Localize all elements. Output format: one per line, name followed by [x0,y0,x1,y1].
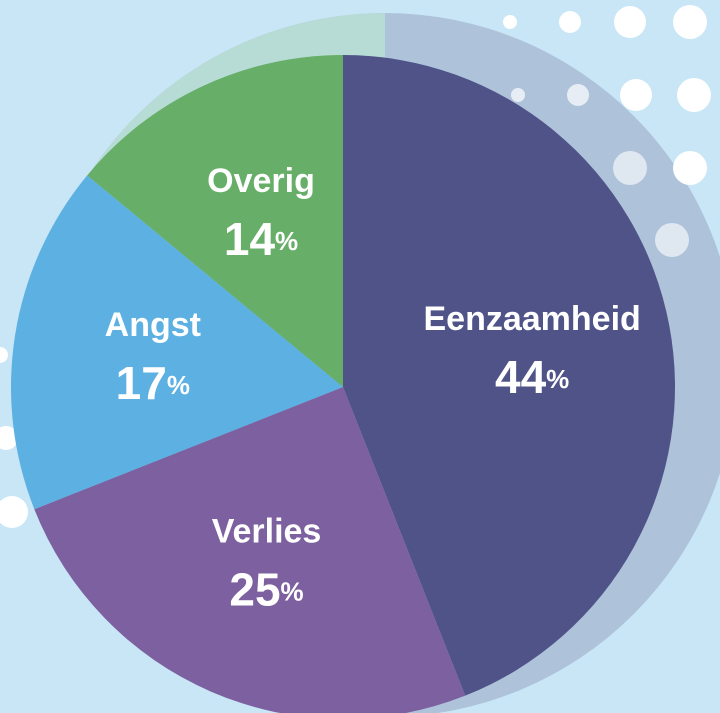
slice-label: Angst [105,306,201,344]
pie-slice [343,55,675,696]
slice-value-label: 14% [224,213,298,265]
slice-value-label: 17% [116,357,190,409]
pie-slice [87,55,343,387]
slice-label: Verlies [212,513,322,551]
decor-dots [0,5,711,528]
pie-slice [11,175,344,510]
slice-value-label: 25% [229,564,303,616]
slice-label: Overig [207,162,315,200]
pie-slice [34,387,466,713]
slice-value-label: 44% [495,351,569,403]
slice-label: Eenzaamheid [423,300,640,338]
